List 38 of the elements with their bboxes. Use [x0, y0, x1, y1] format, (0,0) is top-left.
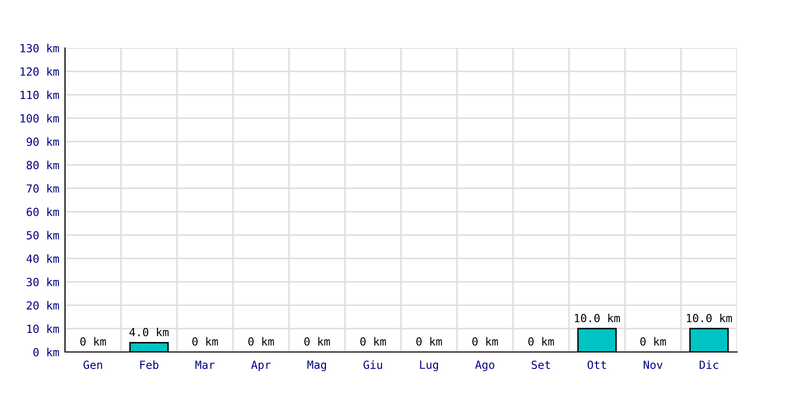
y-tick-label: 130 km: [20, 44, 59, 52]
data-label: 0 km: [192, 337, 218, 346]
data-label: 0 km: [416, 337, 442, 346]
x-tick-label: Dic: [700, 360, 718, 369]
y-tick-label: 50 km: [26, 230, 59, 240]
data-label: 0 km: [360, 337, 386, 346]
data-label: 4.0 km: [129, 328, 169, 336]
x-tick-label: Giu: [364, 360, 382, 369]
data-label: 0 km: [80, 337, 106, 346]
data-label: 0 km: [528, 337, 554, 346]
x-tick-label: Nov: [644, 360, 662, 369]
x-tick-label: Ago: [475, 360, 494, 372]
y-tick-label: 100 km: [20, 114, 59, 123]
data-label: 0 km: [472, 337, 498, 346]
x-tick-label: Lug: [420, 360, 438, 372]
y-tick-label: 70 km: [26, 184, 59, 193]
y-tick-label: 20 km: [26, 301, 59, 310]
x-tick-label: Feb: [140, 360, 158, 369]
x-tick-label: Set: [532, 360, 550, 369]
y-tick-label: 40 km: [26, 254, 59, 263]
x-tick-label: Mar: [195, 360, 215, 369]
y-tick-label: 10 km: [27, 324, 59, 334]
x-tick-label: Apr: [251, 360, 271, 372]
y-tick-label: 110 km: [20, 90, 59, 100]
data-label: 0 km: [248, 337, 274, 346]
x-tick-label: Gen: [84, 360, 102, 369]
y-tick-label: 80 km: [26, 160, 59, 170]
y-tick-label: 120 km: [20, 67, 59, 76]
x-tick-label: Mag: [307, 360, 326, 372]
y-tick-label: 0 km: [33, 348, 59, 356]
data-label: 0 km: [304, 337, 330, 346]
y-tick-label: 60 km: [26, 208, 59, 216]
data-label: 10.0 km: [574, 314, 620, 322]
data-label: 0 km: [640, 337, 666, 346]
x-tick-label: Ott: [588, 360, 606, 369]
y-tick-label: 90 km: [26, 137, 59, 146]
data-label: 10.0 km: [686, 314, 732, 322]
y-tick-label: 30 km: [26, 278, 59, 286]
